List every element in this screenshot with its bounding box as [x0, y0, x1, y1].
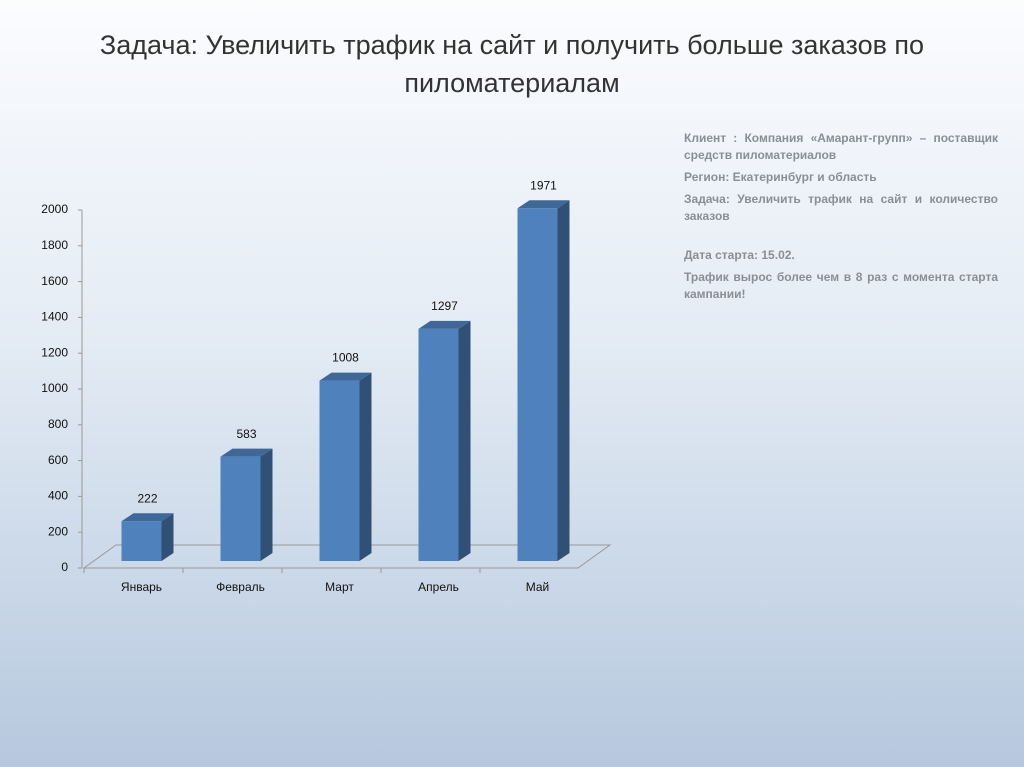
- x-tick-label: Январь: [121, 580, 162, 594]
- bar: [121, 513, 174, 561]
- y-tick-label: 1400: [41, 310, 68, 324]
- note: Дата старта: 15.02.: [684, 248, 795, 262]
- y-tick-label: 600: [48, 453, 68, 467]
- value-label: 1971: [530, 178, 557, 192]
- y-tick-label: 2000: [41, 202, 68, 216]
- bar-front: [418, 328, 459, 561]
- bar-top: [220, 448, 273, 457]
- bar-side: [161, 513, 174, 561]
- value-label: 222: [137, 491, 157, 505]
- bar-side: [557, 200, 570, 562]
- note: Клиент : Компания «Амарант-групп» – пост…: [684, 131, 998, 162]
- bar-side: [260, 448, 273, 561]
- note: Трафик вырос более чем в 8 раз с момента…: [684, 270, 998, 301]
- bar-side: [458, 320, 471, 561]
- y-tick-label: 800: [48, 417, 68, 431]
- x-tick-label: Март: [325, 580, 354, 594]
- y-tick-label: 1600: [41, 274, 68, 288]
- x-tick-label: Апрель: [418, 580, 459, 594]
- chart: 0 200 400 600 800 1000 1200 1400 1600 1800 2000 Янв…: [41, 178, 612, 594]
- y-tick-label: 1200: [41, 345, 68, 359]
- bar-front: [517, 208, 558, 562]
- bar-front: [220, 456, 261, 561]
- note: Задача: Увеличить трафик на сайт и колич…: [684, 192, 998, 223]
- floor: [82, 544, 612, 569]
- x-tick-label: Май: [526, 580, 550, 594]
- bar: [319, 372, 372, 561]
- bar-side: [359, 372, 372, 561]
- y-tick-label: 1800: [41, 238, 68, 252]
- value-label: 1297: [431, 299, 458, 313]
- bar-front: [121, 521, 162, 561]
- y-tick-label: 400: [48, 489, 68, 503]
- y-tick-label: 200: [48, 524, 68, 538]
- value-label: 583: [236, 427, 256, 441]
- bar-front: [319, 380, 360, 561]
- bar: [220, 448, 273, 561]
- bar-top: [418, 320, 471, 329]
- y-tick-label: 0: [61, 560, 68, 574]
- slide-title: Задача: Увеличить трафик на сайт и получ…: [99, 30, 925, 98]
- bar-top: [517, 200, 570, 209]
- bar: [517, 200, 570, 562]
- bar-top: [319, 372, 372, 381]
- note: Регион: Екатеринбург и область: [684, 170, 877, 184]
- bar-top: [121, 513, 174, 522]
- y-tick-label: 1000: [41, 381, 68, 395]
- bar: [418, 320, 471, 561]
- value-label: 1008: [332, 351, 359, 365]
- notes: Клиент : Компания «Амарант-групп» – пост…: [684, 130, 998, 308]
- x-tick-label: Февраль: [216, 580, 265, 594]
